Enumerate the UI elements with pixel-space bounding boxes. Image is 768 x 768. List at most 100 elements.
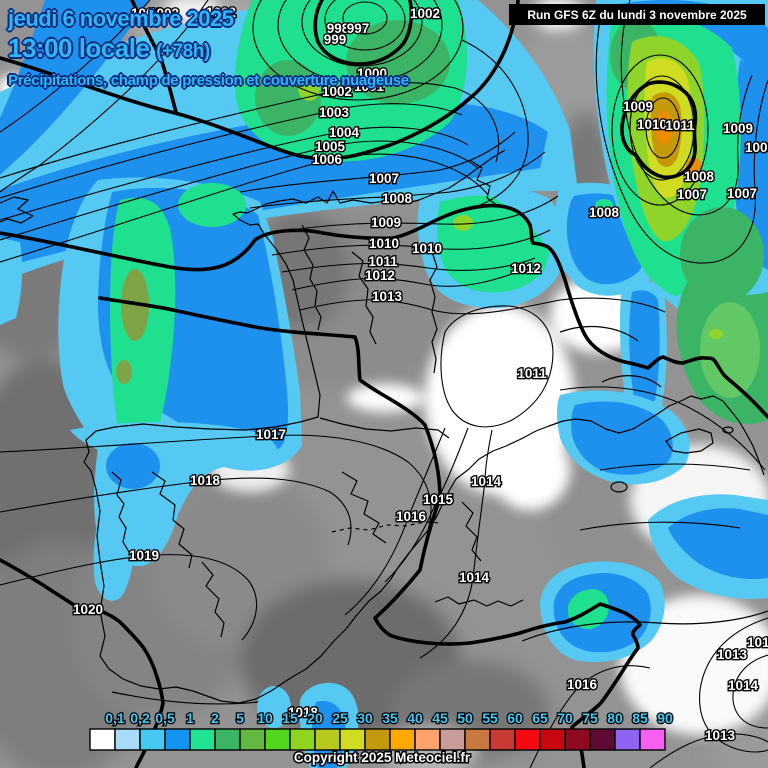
legend-value-label: 35 — [382, 710, 398, 726]
pressure-label: 1013 — [747, 635, 768, 650]
legend-cell — [589, 728, 616, 751]
pressure-label: 1012 — [365, 268, 395, 283]
pressure-label: 1018 — [190, 473, 221, 488]
legend-cell — [239, 728, 266, 751]
pressure-label: 1000 — [357, 66, 387, 81]
pressure-label: 1002 — [410, 6, 440, 21]
pressure-label: 1013 — [717, 647, 748, 662]
pressure-label: 1016 — [396, 509, 427, 524]
pressure-label: 1016 — [567, 677, 598, 692]
pressure-label: 1001 — [354, 79, 385, 94]
pressure-label: 1008 — [684, 169, 715, 184]
legend-value-label: 5 — [236, 710, 244, 726]
legend-value-label: 0,2 — [130, 710, 150, 726]
legend-cell — [89, 728, 116, 751]
pressure-label: 1020 — [73, 602, 103, 617]
legend-value-label: 1 — [186, 710, 194, 726]
pressure-label: 1007 — [677, 187, 707, 202]
copyright-text: Copyright 2025 Meteociel.fr — [294, 750, 471, 765]
pressure-label: 1011 — [665, 118, 695, 133]
pressure-label: 1007 — [727, 186, 757, 201]
legend-value-label: 45 — [432, 710, 448, 726]
legend-cell — [289, 728, 316, 751]
legend-cell — [164, 728, 191, 751]
legend-value-label: 70 — [557, 710, 573, 726]
pressure-label: 1017 — [256, 427, 286, 442]
legend-value-label: 15 — [282, 710, 298, 726]
pressure-label: 1015 — [423, 492, 454, 507]
legend-value-label: 60 — [507, 710, 523, 726]
pressure-label: 1011 — [368, 254, 398, 269]
legend-cell — [314, 728, 341, 751]
legend-value-label: 20 — [307, 710, 323, 726]
pressure-label: 1002 — [206, 5, 236, 20]
pressure-label: 1014 — [459, 570, 490, 585]
legend-value-label: 10 — [257, 710, 273, 726]
pressure-label: 998 — [327, 21, 350, 36]
legend-cell — [564, 728, 591, 751]
legend-cell — [514, 728, 541, 751]
model-run-banner: Run GFS 6Z du lundi 3 novembre 2025 — [509, 4, 765, 25]
legend-cell — [539, 728, 566, 751]
pressure-label: 1009 — [623, 99, 653, 114]
legend-cell — [414, 728, 441, 751]
legend-value-label: 65 — [532, 710, 548, 726]
precipitation-legend: 0,1 0,2 0,5 1 2 5 10 15 20 25 30 35 40 45 50 55 60 65 70 75… — [89, 709, 674, 751]
pressure-label: 1010 — [369, 236, 399, 251]
legend-value-label: 40 — [407, 710, 423, 726]
legend-value-label: 80 — [607, 710, 623, 726]
legend-cell — [139, 728, 166, 751]
legend-value-label: 2 — [211, 710, 219, 726]
legend-cell — [614, 728, 641, 751]
legend-cell — [339, 728, 366, 751]
pressure-label: 1005 — [315, 139, 346, 154]
legend-cell — [114, 728, 141, 751]
legend-value-label: 30 — [357, 710, 373, 726]
pressure-label: 1014 — [728, 678, 759, 693]
pressure-label: 1004 — [131, 6, 162, 21]
pressure-label: 1013 — [372, 289, 403, 304]
legend-value-label: 55 — [482, 710, 498, 726]
pressure-label: 1013 — [705, 728, 736, 743]
pressure-label: 1002 — [149, 6, 179, 21]
pressure-label: 1002 — [322, 84, 352, 99]
pressure-label: 997 — [347, 21, 370, 36]
pressure-label: 1009 — [723, 121, 753, 136]
pressure-label: 1008 — [589, 205, 620, 220]
legend-value-label: 50 — [457, 710, 473, 726]
legend-cell — [489, 728, 516, 751]
pressure-label: 1010 — [637, 117, 667, 132]
pressure-label: 1010 — [412, 241, 442, 256]
legend-cell — [264, 728, 291, 751]
pressure-label: 1009 — [371, 215, 401, 230]
pressure-label: 1009 — [745, 140, 768, 155]
pressure-label: 1004 — [329, 125, 360, 140]
legend-cell — [189, 728, 216, 751]
legend-cell — [464, 728, 491, 751]
pressure-label: 1018 — [288, 705, 319, 720]
pressure-label: 1003 — [319, 105, 350, 120]
legend-cell — [214, 728, 241, 751]
pressure-label: 1006 — [312, 152, 343, 167]
pressure-label: 999 — [324, 32, 347, 47]
pressure-label: 1019 — [129, 548, 159, 563]
legend-value-label: 75 — [582, 710, 598, 726]
pressure-label: 1014 — [471, 474, 502, 489]
pressure-label: 1011 — [517, 366, 547, 381]
pressure-label: 1012 — [511, 261, 541, 276]
legend-cell — [389, 728, 416, 751]
legend-value-label: 25 — [332, 710, 348, 726]
legend-value-label: 0,5 — [155, 710, 175, 726]
pressure-label: 1008 — [382, 191, 413, 206]
legend-cell — [439, 728, 466, 751]
legend-cell — [364, 728, 391, 751]
model-run-label: Run GFS 6Z du lundi 3 novembre 2025 — [527, 7, 747, 22]
legend-value-label: 85 — [632, 710, 648, 726]
legend-value-label: 90 — [657, 710, 673, 726]
legend-cell — [639, 728, 666, 751]
legend-value-label: 0,1 — [105, 710, 125, 726]
